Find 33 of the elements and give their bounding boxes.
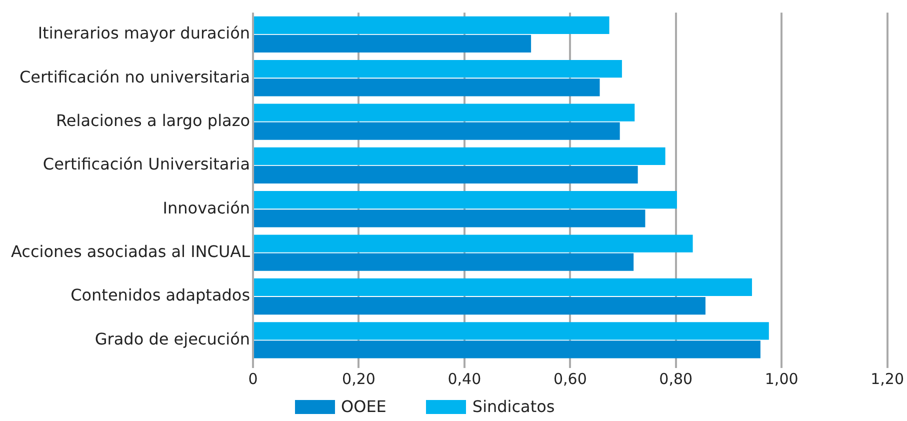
bar xyxy=(254,147,666,165)
y-tick-label: Itinerarios mayor duración xyxy=(38,24,250,43)
x-tick-label: 0,20 xyxy=(342,370,376,388)
x-tick-label: 0 xyxy=(248,370,258,388)
bar xyxy=(254,60,622,78)
bar xyxy=(254,253,634,271)
bar xyxy=(254,16,610,34)
y-tick-label: Grado de ejecución xyxy=(94,329,250,348)
x-tick-label: 0,80 xyxy=(659,370,693,388)
y-tick-label: Acciones asociadas al INCUAL xyxy=(10,242,250,261)
bar xyxy=(254,122,620,140)
y-tick-label: Relaciones a largo plazo xyxy=(56,110,250,130)
bar xyxy=(254,210,646,228)
bar xyxy=(254,104,635,122)
y-tick-label: Certificación Universitaria xyxy=(42,154,250,174)
y-tick-label: Certificación no universitaria xyxy=(19,67,250,86)
bar xyxy=(254,166,638,184)
bar xyxy=(254,278,752,296)
bar xyxy=(254,296,706,315)
legend-label: OOEE xyxy=(341,397,386,416)
bar xyxy=(254,322,769,340)
bar xyxy=(254,34,532,53)
x-tick-label: 0,60 xyxy=(553,370,587,388)
x-tick-label: 1,00 xyxy=(764,370,798,388)
y-tick-label: Contenidos adaptados xyxy=(70,286,250,305)
bar xyxy=(254,78,600,96)
bar xyxy=(254,191,677,209)
bar xyxy=(254,340,760,358)
bar xyxy=(254,234,693,252)
x-tick-label: 0,40 xyxy=(448,370,482,388)
y-tick-label: Innovación xyxy=(162,198,250,218)
legend-label: Sindicatos xyxy=(472,397,555,416)
x-tick-label: 1,20 xyxy=(870,370,904,388)
